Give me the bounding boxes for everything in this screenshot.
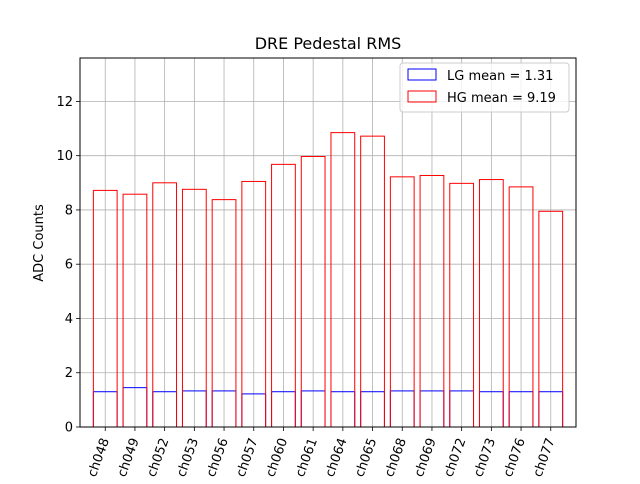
y-tick-label: 4 <box>65 312 73 327</box>
x-tick-label: ch073 <box>471 436 499 479</box>
x-tick-label: ch048 <box>85 436 113 479</box>
x-tick-label: ch049 <box>115 436 143 479</box>
y-tick-label: 6 <box>65 258 73 273</box>
legend-label-lg: LG mean = 1.31 <box>447 69 553 84</box>
y-tick-label: 0 <box>65 421 73 436</box>
grid <box>80 58 576 428</box>
x-tick-label: ch068 <box>382 436 410 479</box>
x-tick-label: ch053 <box>174 436 202 479</box>
x-tick-label: ch077 <box>531 436 559 479</box>
x-tick-label: ch052 <box>145 436 173 479</box>
legend: LG mean = 1.31 HG mean = 9.19 <box>399 62 570 113</box>
y-tick-label: 8 <box>65 203 73 218</box>
x-tick-label: ch072 <box>442 436 470 479</box>
legend-swatch-lg <box>407 68 437 81</box>
x-tick-label: ch064 <box>323 436 351 479</box>
x-tick-label: ch056 <box>204 436 232 479</box>
x-tick-label: ch061 <box>293 436 321 479</box>
x-tick-label: ch069 <box>412 436 440 479</box>
y-tick-label: 12 <box>56 95 73 110</box>
x-tick-label: ch065 <box>352 436 380 479</box>
legend-box <box>399 62 570 113</box>
y-tick-label: 2 <box>65 366 73 381</box>
x-tick-label: ch057 <box>234 436 262 479</box>
legend-swatch-hg <box>407 90 437 103</box>
chart-title: DRE Pedestal RMS <box>255 34 402 53</box>
y-tick-label: 10 <box>56 149 73 164</box>
legend-label-hg: HG mean = 9.19 <box>447 91 556 106</box>
x-tick-label: ch060 <box>263 436 291 479</box>
plot-frame <box>79 57 577 428</box>
bars <box>92 132 564 428</box>
x-tick-label: ch076 <box>501 436 529 479</box>
y-axis-label: ADC Counts <box>32 204 47 282</box>
